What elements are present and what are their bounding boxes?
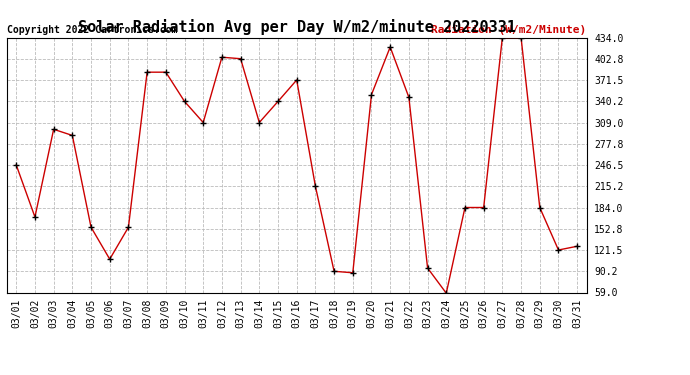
Title: Solar Radiation Avg per Day W/m2/minute 20220331: Solar Radiation Avg per Day W/m2/minute … xyxy=(78,19,515,35)
Text: Copyright 2022 Cartronics.com: Copyright 2022 Cartronics.com xyxy=(7,25,177,35)
Text: Radiation (W/m2/Minute): Radiation (W/m2/Minute) xyxy=(431,25,586,35)
